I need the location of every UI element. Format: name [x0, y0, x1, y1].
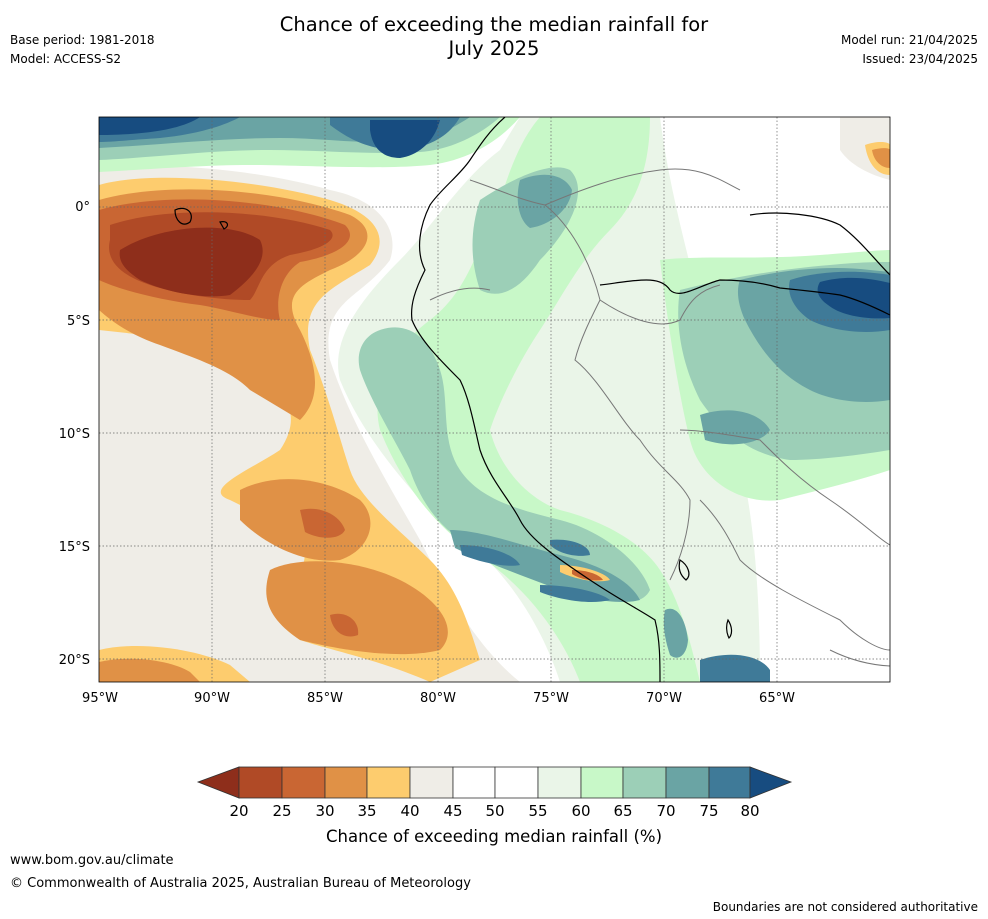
colorbar-arrow-high — [749, 766, 793, 799]
lon-tick-label: 80°W — [420, 691, 456, 706]
region-30-south-1 — [300, 508, 345, 538]
model-text: Model: ACCESS-S2 — [10, 52, 122, 66]
region-60-coastal — [338, 117, 760, 682]
region-80-north — [99, 117, 460, 150]
colorbar-cell — [494, 766, 539, 799]
issued-text: Issued: 23/04/2025 — [862, 52, 978, 66]
chart-title: Chance of exceeding the median rainfall … — [194, 13, 794, 61]
colorbar-cell — [281, 766, 326, 799]
lon-tick-label: 85°W — [307, 691, 343, 706]
map-field — [99, 117, 890, 682]
region-85-north — [99, 117, 440, 158]
colorbar-tick-label: 80 — [740, 802, 759, 820]
lon-tick-label: 65°W — [759, 691, 795, 706]
lat-tick-label: 15°S — [59, 540, 90, 555]
map-frame — [98, 116, 891, 683]
region-20-pacific — [119, 227, 263, 297]
colorbar-cell — [622, 766, 667, 799]
region-85-amazon — [817, 277, 890, 319]
lat-tick-label: 0° — [75, 200, 90, 215]
colorbar-tick-label: 55 — [528, 802, 547, 820]
footer-url: www.bom.gov.au/climate — [10, 853, 174, 868]
colorbar-cell — [238, 766, 283, 799]
colorbar-tick-labels: 20 25 30 35 40 45 50 55 60 65 70 75 80 — [229, 802, 759, 820]
base-period-text: Base period: 1981-2018 — [10, 33, 155, 47]
model-run-text: Model run: 21/04/2025 — [840, 33, 978, 47]
lon-tick-labels: 95°W 90°W 85°W 80°W 75°W 70°W 65°W — [82, 691, 795, 706]
region-80-coastal — [460, 539, 610, 603]
graticule — [99, 117, 890, 682]
country-borders — [429, 168, 890, 667]
meta-right: Model run: 21/04/2025 Issued: 23/04/2025 — [841, 33, 978, 71]
lon-tick-label: 95°W — [82, 691, 118, 706]
lon-tick-label: 70°W — [646, 691, 682, 706]
colorbar-tick-label: 30 — [315, 802, 334, 820]
lat-tick-label: 10°S — [59, 427, 90, 442]
region-75-north-coast — [517, 174, 572, 228]
colorbar-tick-label: 25 — [272, 802, 291, 820]
colorbar-cell — [665, 766, 710, 799]
region-70-coastal — [358, 327, 650, 602]
lat-tick-labels: 0° 5°S 10°S 15°S 20°S — [59, 200, 90, 668]
colorbar-tick-label: 75 — [699, 802, 718, 820]
meta-left: Base period: 1981-2018 Model: ACCESS-S2 — [10, 33, 155, 71]
colorbar-tick-label: 60 — [571, 802, 590, 820]
region-65-coastal — [377, 117, 700, 682]
region-30-south-2 — [330, 613, 359, 637]
colorbar-cell — [537, 766, 582, 799]
lat-tick-label: 20°S — [59, 653, 90, 668]
lon-tick-label: 75°W — [533, 691, 569, 706]
region-75-andes-south — [663, 608, 688, 658]
colorbar-cell — [409, 766, 454, 799]
coastline — [174, 117, 890, 682]
colorbar-tick-label: 45 — [443, 802, 462, 820]
footer-note: Boundaries are not considered authoritat… — [712, 900, 978, 914]
colorbar-tick-label: 40 — [400, 802, 419, 820]
colorbar-tick-label: 20 — [229, 802, 248, 820]
colorbar-cell — [708, 766, 751, 799]
region-75-east-patch — [700, 410, 770, 445]
colorbar-cell — [580, 766, 624, 799]
lat-tick-label: 5°S — [67, 314, 90, 329]
region-35-south-2 — [266, 561, 448, 655]
title-line-2: July 2025 — [448, 37, 540, 60]
region-75-coastal — [450, 530, 640, 602]
colorbar-tick-label: 70 — [656, 802, 675, 820]
region-35-ne — [872, 148, 890, 168]
lon-tick-label: 90°W — [194, 691, 230, 706]
colorbar-cell — [324, 766, 368, 799]
title-line-1: Chance of exceeding the median rainfall … — [279, 13, 709, 36]
colorbar-label: Chance of exceeding median rainfall (%) — [325, 827, 663, 846]
region-35-sw-corner — [99, 658, 200, 682]
colorbar-cell — [452, 766, 496, 799]
rainfall-map: 0° 5°S 10°S 15°S 20°S 95°W 90°W 85°W 80°… — [59, 116, 891, 820]
colorbar — [196, 766, 793, 799]
colorbar-arrow-low — [196, 766, 240, 799]
region-80-south-corner — [700, 654, 770, 682]
footer-copyright: © Commonwealth of Australia 2025, Austra… — [10, 876, 471, 891]
colorbar-tick-label: 65 — [613, 802, 632, 820]
colorbar-cell — [366, 766, 411, 799]
colorbar-tick-label: 35 — [357, 802, 376, 820]
colorbar-tick-label: 50 — [485, 802, 504, 820]
